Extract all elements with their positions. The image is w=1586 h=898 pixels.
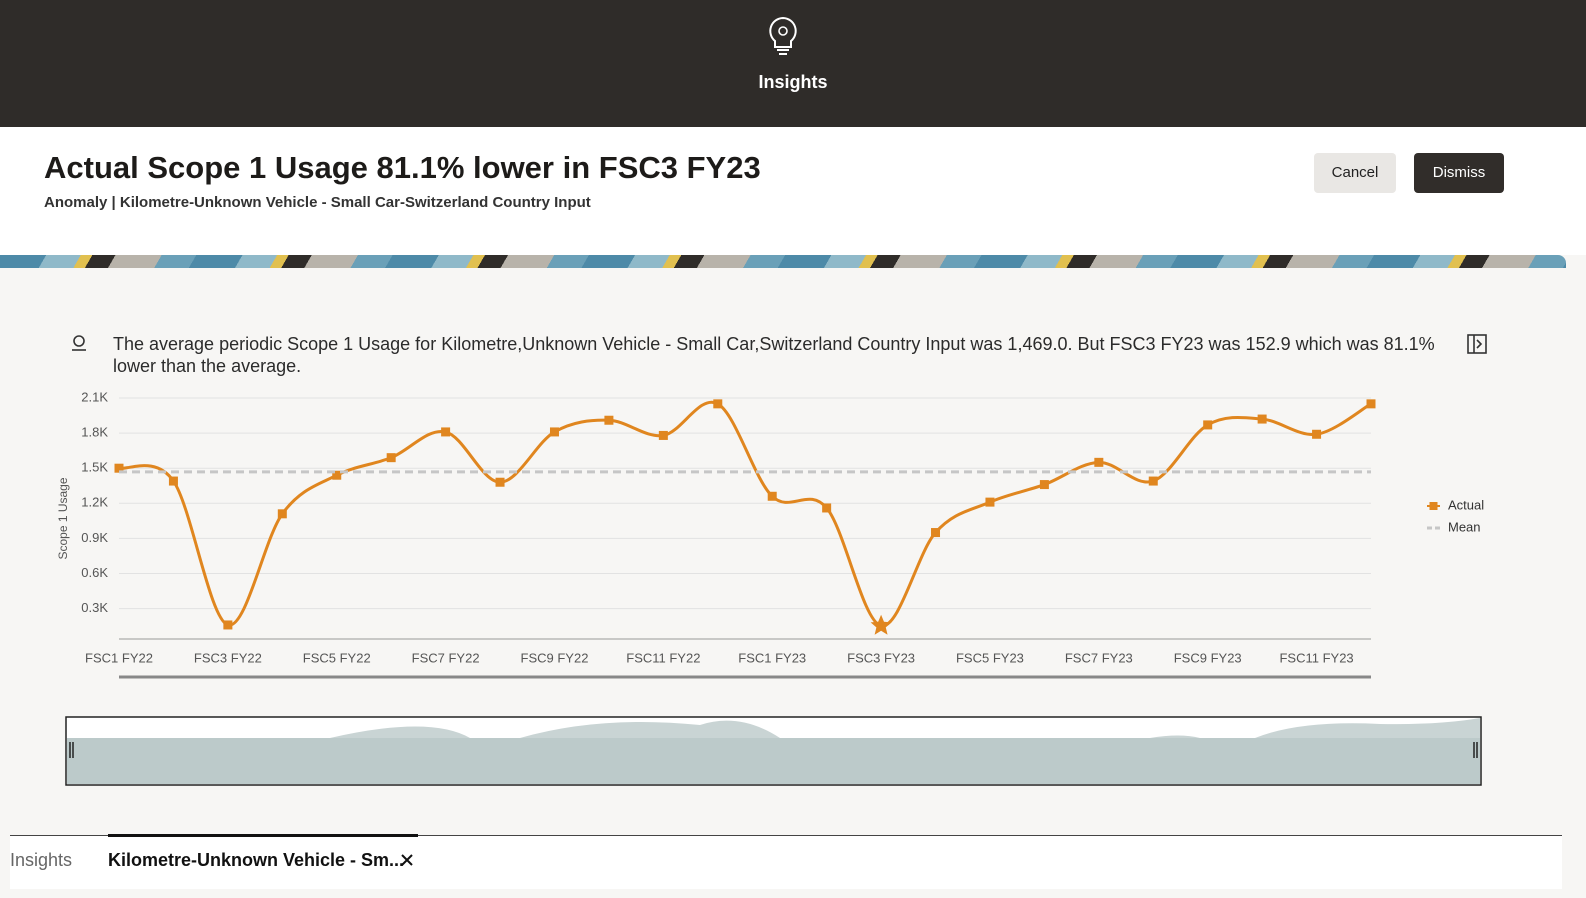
insight-icon <box>72 335 86 351</box>
point <box>441 427 451 437</box>
x-tick-label: FSC3 FY22 <box>194 650 262 665</box>
legend-swatch <box>1429 502 1438 510</box>
x-tick-label: FSC1 FY23 <box>738 650 806 665</box>
x-tick-label: FSC11 FY22 <box>626 650 700 665</box>
x-tick-label: FSC11 FY23 <box>1279 650 1353 665</box>
point <box>1094 457 1104 467</box>
x-tick-label: FSC9 FY22 <box>521 650 589 665</box>
point <box>604 415 614 425</box>
x-tick-label: FSC7 FY22 <box>412 650 480 665</box>
point <box>223 620 233 630</box>
overview-area <box>67 718 1480 738</box>
header: Insights <box>0 0 1586 127</box>
x-tick-label: FSC1 FY22 <box>85 650 153 665</box>
y-tick-label: 0.9K <box>81 530 108 545</box>
point <box>168 476 178 486</box>
point <box>277 509 287 519</box>
dismiss-button[interactable]: Dismiss <box>1414 153 1504 193</box>
point <box>1366 399 1376 409</box>
point <box>658 430 668 440</box>
legend-label: Mean <box>1448 519 1481 534</box>
y-tick-label: 0.3K <box>81 600 108 615</box>
y-tick-label: 1.8K <box>81 425 108 440</box>
cancel-button[interactable]: Cancel <box>1314 153 1396 193</box>
y-tick-label: 2.1K <box>81 389 108 404</box>
point <box>1148 476 1158 486</box>
point <box>332 470 342 480</box>
y-tick-label: 1.2K <box>81 495 108 510</box>
point <box>1039 480 1049 490</box>
x-tick-label: FSC7 FY23 <box>1065 650 1133 665</box>
y-tick-label: 1.5K <box>81 460 108 475</box>
overview-window <box>67 738 1480 784</box>
decor-stripe <box>0 255 1566 268</box>
point <box>1257 414 1267 424</box>
expand-icon[interactable] <box>1466 333 1488 355</box>
insight-title: Actual Scope 1 Usage 81.1% lower in FSC3… <box>44 150 761 185</box>
tab-bar: Insights Kilometre-Unknown Vehicle - Sm.… <box>10 834 1562 889</box>
point <box>1312 429 1322 439</box>
header-title: Insights <box>758 72 828 92</box>
y-axis-label: Scope 1 Usage <box>56 477 70 559</box>
tab[interactable]: Insights <box>10 850 73 870</box>
point <box>495 477 505 487</box>
point <box>931 528 941 538</box>
anomaly-marker <box>870 614 892 635</box>
point <box>114 463 124 473</box>
tab-close[interactable] <box>400 853 414 867</box>
point <box>1203 420 1213 430</box>
point <box>386 453 396 463</box>
insight-subtitle: Anomaly | Kilometre-Unknown Vehicle - Sm… <box>44 194 591 211</box>
insight-description: The average periodic Scope 1 Usage for K… <box>113 334 1435 376</box>
x-tick-label: FSC5 FY22 <box>303 650 371 665</box>
tab-indicator <box>108 834 418 837</box>
x-tick-label: FSC5 FY23 <box>956 650 1024 665</box>
x-tick-label: FSC3 FY23 <box>847 650 915 665</box>
x-tick-label: FSC9 FY23 <box>1174 650 1242 665</box>
bulb-icon <box>769 16 797 55</box>
series-line <box>118 400 1372 628</box>
overview-handles[interactable] <box>69 742 1478 758</box>
point <box>767 491 777 501</box>
y-tick-label: 0.6K <box>81 565 108 580</box>
legend-label: Actual <box>1448 497 1484 512</box>
point <box>713 399 723 409</box>
point <box>549 427 559 437</box>
tab[interactable]: Kilometre-Unknown Vehicle - Sm... <box>108 850 405 870</box>
point <box>822 503 832 513</box>
point <box>985 497 995 507</box>
